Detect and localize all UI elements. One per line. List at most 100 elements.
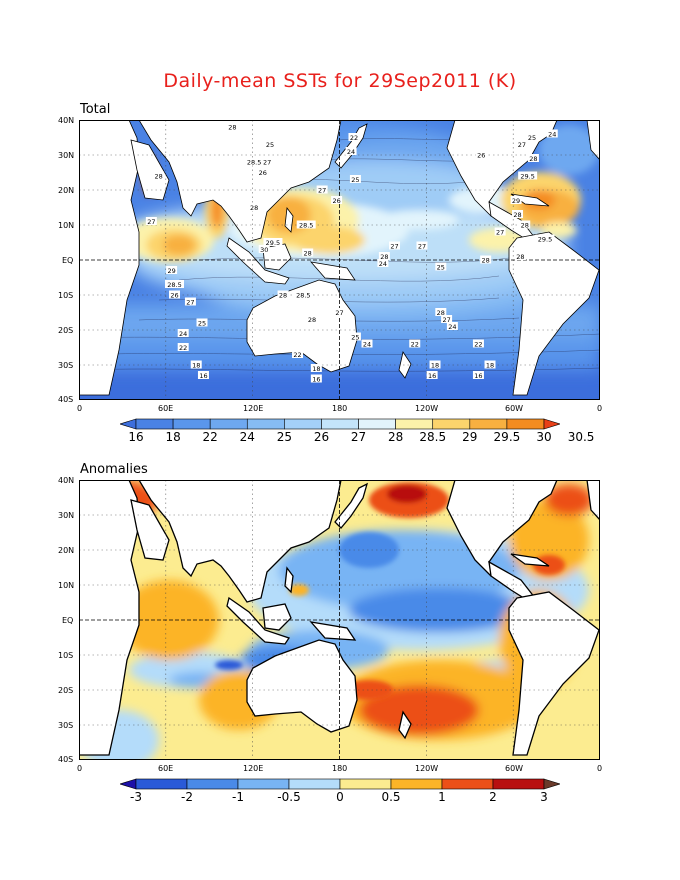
contour-label: 22 — [348, 133, 360, 142]
colorbar-swatch — [432, 418, 471, 430]
svg-text:27: 27 — [147, 218, 155, 226]
colorbar-swatch — [288, 778, 341, 790]
contour-label: 29.5 — [263, 238, 283, 247]
svg-text:24: 24 — [448, 323, 456, 331]
lat-label: EQ — [62, 256, 74, 265]
colorbar-level-label: 16 — [128, 430, 144, 444]
lon-label: 0 — [597, 404, 603, 413]
lat-label: 10N — [58, 221, 75, 230]
colorbar-level-label: 22 — [202, 430, 218, 444]
panel-label-total: Total — [80, 102, 111, 117]
svg-text:30: 30 — [260, 246, 268, 254]
contour-label: 28 — [435, 308, 447, 317]
contour-label: 29 — [510, 196, 522, 205]
contour-label: 25 — [264, 140, 276, 149]
colorbar-swatch — [246, 418, 285, 430]
contour-label: 24 — [177, 329, 189, 338]
colorbar-level-label: 29.5 — [493, 430, 521, 444]
contour-label: 28 — [514, 252, 526, 261]
colorbar-level-label: 27 — [350, 430, 367, 444]
svg-text:27: 27 — [318, 186, 326, 194]
colorbar-swatch — [284, 418, 322, 430]
lon-label: 180 — [332, 764, 348, 773]
lat-label: 30S — [58, 721, 74, 730]
contour-label: 28.5 — [244, 157, 264, 166]
svg-text:24: 24 — [548, 130, 556, 138]
svg-text:28: 28 — [521, 221, 529, 229]
contour-label: 24 — [345, 147, 357, 156]
svg-text:29.5: 29.5 — [266, 239, 280, 247]
colorbar-level-label: -0.5 — [277, 790, 301, 804]
svg-text:16: 16 — [474, 372, 482, 380]
colorbar-arrow-right — [543, 778, 560, 790]
contour-label: 25 — [526, 133, 538, 142]
colorbar-swatch — [506, 418, 545, 430]
svg-text:28.5: 28.5 — [167, 281, 181, 289]
colorbar-level-label: 3 — [540, 790, 548, 804]
lat-label: 30N — [58, 151, 75, 160]
svg-text:16: 16 — [428, 372, 436, 380]
svg-text:22: 22 — [474, 340, 482, 348]
contour-label: 16 — [426, 371, 438, 380]
contour-label: 18 — [190, 360, 202, 369]
colorbar-level-label: 30 — [536, 430, 552, 444]
svg-text:28: 28 — [308, 316, 316, 324]
contour-label: 24 — [361, 339, 373, 348]
contour-label: 26 — [475, 150, 487, 159]
svg-text:28: 28 — [154, 172, 162, 180]
colorbar-swatch — [237, 778, 290, 790]
contour-label: 27 — [261, 157, 273, 166]
svg-text:22: 22 — [179, 344, 187, 352]
lat-label: 30S — [58, 361, 74, 370]
svg-text:28: 28 — [513, 211, 521, 219]
colorbar-level-label: -1 — [232, 790, 244, 804]
svg-text:28: 28 — [279, 291, 287, 299]
svg-text:28: 28 — [516, 253, 524, 261]
lon-label: 60E — [158, 764, 174, 773]
colorbar-anomalies: -3 -2 -1 -0.5 0 0.5 1 2 3 — [120, 778, 560, 808]
contour-label: 29.5 — [518, 171, 538, 180]
contour-label: 28.5 — [293, 290, 313, 299]
lat-label: 20S — [58, 326, 74, 335]
colorbar-level-label: 28.5 — [419, 430, 447, 444]
lon-label: 60W — [505, 764, 524, 773]
contour-label: 28 — [512, 210, 524, 219]
colorbar-swatch — [186, 778, 239, 790]
contour-label: 28 — [527, 154, 539, 163]
contour-label: 28 — [248, 203, 260, 212]
lat-label: 10N — [58, 581, 75, 590]
contour-label: 27 — [388, 241, 400, 250]
contour-label: 28 — [277, 290, 289, 299]
colorbar-level-label: -3 — [130, 790, 142, 804]
contour-label: 28 — [302, 248, 314, 257]
colorbar-level-label: 26 — [313, 430, 330, 444]
contour-label: 16 — [197, 371, 209, 380]
svg-text:25: 25 — [198, 319, 206, 327]
panel-label-anomalies: Anomalies — [80, 462, 148, 477]
contour-label: 30 — [258, 245, 270, 254]
contour-label: 22 — [472, 339, 484, 348]
contour-label: 22 — [177, 343, 189, 352]
contour-label: 25 — [196, 318, 208, 327]
contour-label: 24 — [446, 322, 458, 331]
lat-label: 20S — [58, 686, 74, 695]
contour-label: 25 — [349, 175, 361, 184]
colorbar-level-label: 1 — [438, 790, 446, 804]
svg-text:24: 24 — [347, 148, 355, 156]
contour-label: 27 — [441, 315, 453, 324]
contour-label: 24 — [546, 129, 558, 138]
lat-label: 10S — [58, 651, 74, 660]
contour-label: 29.5 — [535, 234, 555, 243]
contour-label: 18 — [429, 360, 441, 369]
sst-anomalies-map — [79, 480, 600, 760]
lon-label: 120W — [415, 404, 439, 413]
svg-text:25: 25 — [528, 134, 536, 142]
svg-text:25: 25 — [437, 263, 445, 271]
contour-label: 22 — [409, 339, 421, 348]
svg-text:29: 29 — [167, 267, 175, 275]
lon-label: 0 — [597, 764, 603, 773]
contour-label: 27 — [184, 297, 196, 306]
contour-label: 28 — [480, 255, 492, 264]
colorbar-level-label: -2 — [181, 790, 193, 804]
colorbar-level-label: 18 — [165, 430, 181, 444]
